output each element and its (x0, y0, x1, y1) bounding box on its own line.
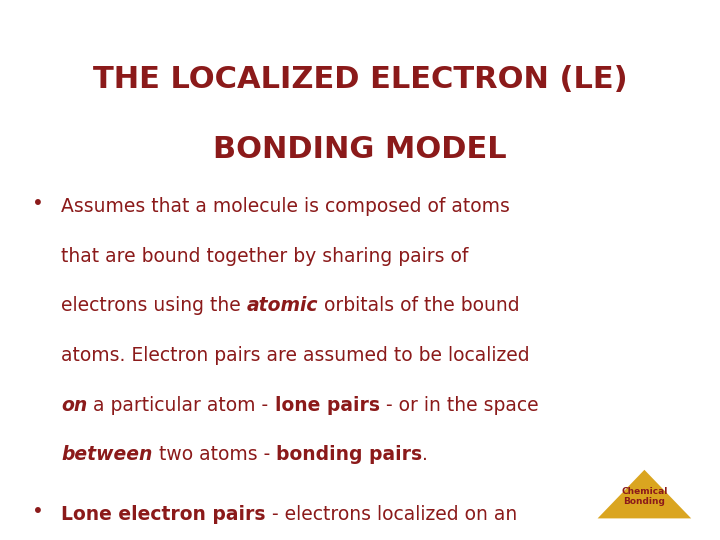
Polygon shape (598, 470, 691, 518)
Text: lone pairs: lone pairs (274, 396, 379, 415)
Text: on: on (61, 396, 87, 415)
Text: a particular atom -: a particular atom - (87, 396, 274, 415)
Text: BONDING MODEL: BONDING MODEL (213, 135, 507, 164)
Text: - electrons localized on an: - electrons localized on an (266, 505, 517, 524)
Text: •: • (32, 194, 44, 213)
Text: bonding pairs: bonding pairs (276, 446, 422, 464)
Text: atomic: atomic (247, 296, 318, 315)
Text: electrons using the: electrons using the (61, 296, 247, 315)
Text: THE LOCALIZED ELECTRON (LE): THE LOCALIZED ELECTRON (LE) (93, 65, 627, 94)
Text: orbitals of the bound: orbitals of the bound (318, 296, 520, 315)
Text: two atoms -: two atoms - (153, 446, 276, 464)
Text: Chemical
Bonding: Chemical Bonding (621, 487, 667, 507)
Text: atoms. Electron pairs are assumed to be localized: atoms. Electron pairs are assumed to be … (61, 346, 530, 365)
Text: Assumes that a molecule is composed of atoms: Assumes that a molecule is composed of a… (61, 197, 510, 216)
Text: - or in the space: - or in the space (379, 396, 539, 415)
Text: Lone electron pairs: Lone electron pairs (61, 505, 266, 524)
Text: •: • (32, 502, 44, 522)
Text: that are bound together by sharing pairs of: that are bound together by sharing pairs… (61, 247, 469, 266)
Text: between: between (61, 446, 153, 464)
Text: .: . (422, 446, 428, 464)
